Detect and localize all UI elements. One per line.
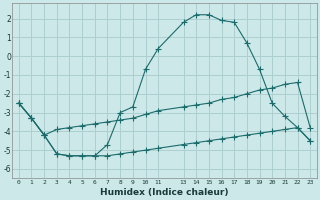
X-axis label: Humidex (Indice chaleur): Humidex (Indice chaleur) — [100, 188, 229, 197]
